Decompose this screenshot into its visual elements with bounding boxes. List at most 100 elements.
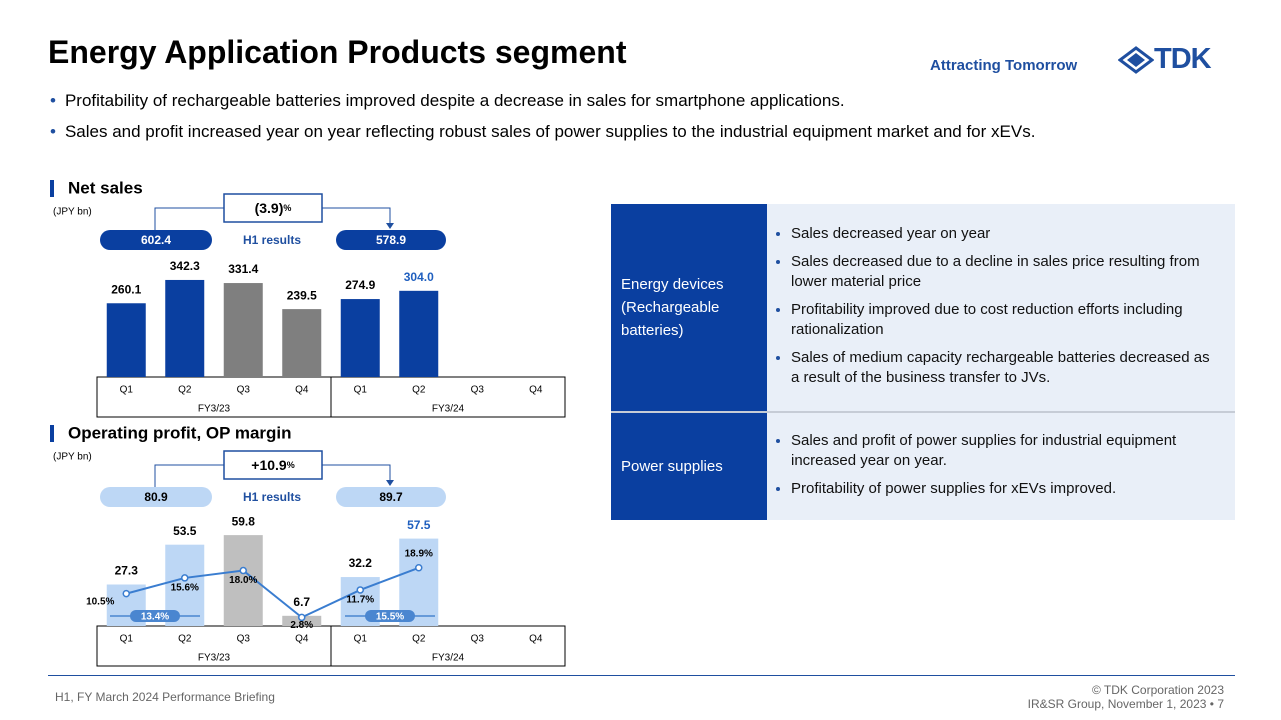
section-marker (50, 425, 54, 442)
bar (399, 290, 439, 377)
margin-point (298, 613, 306, 622)
item: Sales of medium capacity rechargeable ba… (791, 348, 1221, 388)
x-tick-label: Q3 (471, 385, 485, 396)
h1-margin-label: 13.4% (141, 612, 169, 623)
unit-label: (JPY bn) (53, 452, 92, 463)
x-tick-label: Q3 (237, 634, 251, 645)
bar-label: 331.4 (228, 262, 258, 276)
h1-value: 578.9 (376, 233, 406, 247)
margin-point (356, 586, 364, 594)
change-box (223, 193, 323, 223)
margin-label: 18.0% (229, 575, 257, 586)
h1-pill (100, 230, 212, 250)
bullet: Sales and profit increased year on year … (50, 122, 1035, 142)
table-row: Power supplies Sales and profit of power… (611, 411, 1235, 520)
group: IR&SR Group, November 1, 2023 (1027, 697, 1207, 711)
tagline: Attracting Tomorrow (930, 57, 1078, 74)
margin-line (125, 566, 420, 619)
x-tick-label: Q1 (120, 634, 134, 645)
group-label: FY3/23 (198, 404, 231, 415)
x-tick-label: Q3 (237, 385, 251, 396)
margin-label: 2.8% (290, 620, 313, 631)
footer-rule (48, 675, 1235, 676)
x-tick-label: Q1 (120, 385, 134, 396)
x-tick-label: Q4 (529, 634, 543, 645)
page-number: 7 (1217, 697, 1224, 711)
bar (282, 309, 322, 377)
change-unit: % (283, 203, 291, 213)
change-box (223, 450, 323, 480)
x-tick-label: Q1 (354, 385, 368, 396)
bar-label: 342.3 (170, 259, 200, 273)
margin-label: 18.9% (405, 548, 433, 559)
bar-label: 6.7 (293, 595, 310, 609)
x-tick-label: Q2 (178, 634, 192, 645)
h1-margin-pill (365, 610, 415, 622)
unit-label: (JPY bn) (53, 207, 92, 218)
footer-group: IR&SR Group, November 1, 2023 • 7 (1027, 697, 1224, 711)
logo: TDK (1154, 43, 1212, 75)
margin-point (122, 589, 130, 598)
h1-pill (336, 487, 446, 507)
change-label: (3.9)% (255, 200, 292, 216)
section-title: Net sales (68, 178, 143, 197)
row-label: Energy devices (Rechargeable batteries) (611, 204, 767, 412)
h1-value: 602.4 (141, 233, 171, 247)
h1-margin-label: 15.5% (376, 612, 404, 623)
row-label: Power supplies (611, 411, 767, 520)
item: Sales decreased due to a decline in sale… (791, 252, 1221, 292)
charts: Net sales (JPY bn) Q1 Q2 Q3 Q4 Q1 Q2 Q3 Q4 FY3/23 F… (50, 178, 566, 667)
bar (106, 303, 146, 377)
item: Profitability improved due to cost reduc… (791, 300, 1221, 340)
change-value: +10.9 (251, 457, 287, 473)
section-marker (50, 180, 54, 197)
x-tick-label: Q2 (412, 385, 426, 396)
footer-right: © TDK Corporation 2023 IR&SR Group, Nove… (1028, 683, 1224, 711)
change-label: +10.9% (251, 457, 294, 473)
slide-title: Energy Application Products segment (48, 34, 627, 70)
margin-point (415, 564, 423, 572)
arrowhead (386, 480, 394, 486)
x-tick-label: Q4 (295, 385, 309, 396)
item: Sales decreased year on year (791, 224, 1221, 244)
item: Sales and profit of power supplies for i… (791, 431, 1221, 471)
x-tick-label: Q4 (529, 385, 543, 396)
h1-value: 89.7 (379, 490, 403, 504)
bar (165, 279, 205, 377)
bar-label: 32.2 (349, 556, 373, 570)
bar-label: 304.0 (404, 270, 434, 284)
x-tick-label: Q1 (354, 634, 368, 645)
change-value: (3.9) (255, 200, 284, 216)
group-label: FY3/23 (198, 653, 231, 664)
row-items: Sales decreased year on year Sales decre… (767, 204, 1235, 412)
group-label: FY3/24 (432, 404, 465, 415)
h1-margin-pill (130, 610, 180, 622)
change-unit: % (287, 460, 295, 470)
arrowhead (386, 223, 394, 229)
h1-pill (100, 487, 212, 507)
h1-value: 80.9 (144, 490, 168, 504)
section-title: Operating profit, OP margin (68, 423, 292, 442)
x-tick-label: Q2 (178, 385, 192, 396)
row-items: Sales and profit of power supplies for i… (767, 411, 1235, 520)
x-tick-label: Q2 (412, 634, 426, 645)
bar-label: 53.5 (173, 524, 197, 538)
x-tick-label: Q4 (295, 634, 309, 645)
bar-label: 260.1 (111, 282, 141, 296)
table: Energy devices (Rechargeable batteries) … (611, 204, 1235, 520)
h1-pill (336, 230, 446, 250)
bar-label: 239.5 (287, 288, 317, 302)
table-row: Energy devices (Rechargeable batteries) … (611, 204, 1235, 412)
footer-left: H1, FY March 2024 Performance Briefing (55, 690, 275, 704)
group-label: FY3/24 (432, 653, 465, 664)
bullet: Profitability of rechargeable batteries … (50, 91, 845, 111)
bar-label: 27.3 (115, 564, 139, 578)
bar (223, 283, 263, 377)
margin-label: 15.6% (171, 583, 199, 594)
margin-point (239, 566, 247, 575)
margin-point (181, 574, 189, 582)
bar (340, 299, 380, 377)
margin-label: 10.5% (86, 596, 114, 607)
h1-label: H1 results (243, 490, 301, 504)
